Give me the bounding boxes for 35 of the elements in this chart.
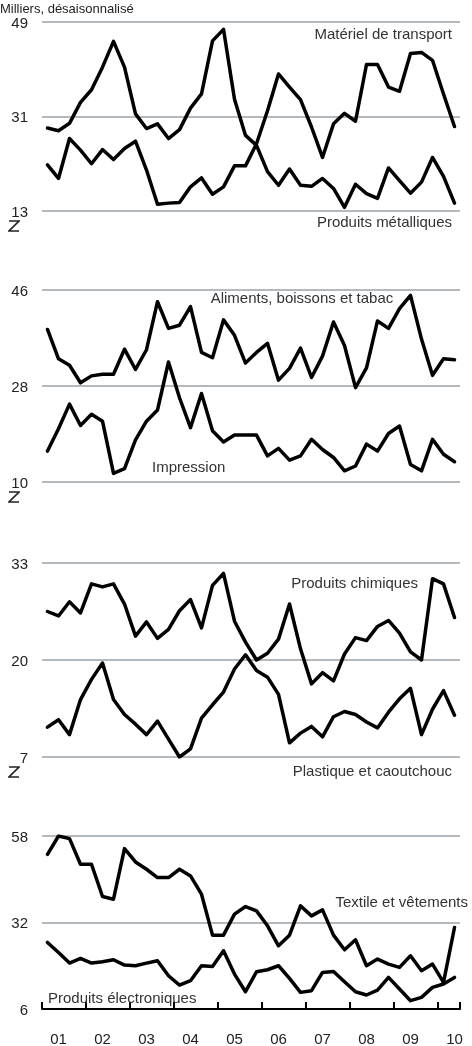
x-tick-label: 03 [138, 1030, 155, 1046]
x-tick-label: 06 [270, 1030, 287, 1046]
x-tick-label: 01 [50, 1030, 67, 1046]
series-label: Produits métalliques [316, 213, 453, 230]
y-tick-label: 33 [11, 554, 28, 572]
y-tick-label: 28 [11, 377, 28, 395]
y-tick-label: 20 [11, 651, 28, 669]
y-axis-title: Milliers, désaisonnalisé [0, 1, 134, 16]
series-label: Aliments, boissons et tabac [210, 289, 394, 306]
y-tick-label: 46 [11, 281, 28, 299]
series-label: Matériel de transport [314, 25, 453, 42]
x-tick-label: 05 [226, 1030, 243, 1046]
x-tick-label: 07 [314, 1030, 331, 1046]
y-tick-label: 58 [11, 827, 28, 845]
series-label: Produits électroniques [48, 989, 197, 1006]
y-tick-label: 32 [11, 914, 28, 931]
line-series [45, 293, 457, 390]
series-label: Textile et vêtements [335, 893, 468, 910]
series-label: Produits chimiques [291, 574, 419, 591]
x-tick-label: 02 [94, 1030, 111, 1046]
x-tick-label: 09 [402, 1030, 419, 1046]
x-tick-label: 04 [182, 1030, 199, 1046]
line-series [45, 360, 457, 476]
y-tick-label: 10 [11, 473, 28, 491]
x-tick-label: 08 [358, 1030, 375, 1046]
line-series [45, 571, 457, 686]
y-tick-label: 6 [19, 1000, 28, 1018]
series-label: Plastique et caoutchouc [292, 762, 453, 779]
y-tick-label: 7 [19, 748, 28, 766]
series-label: Impression [152, 458, 226, 475]
y-tick-label: 13 [11, 202, 28, 220]
y-tick-label: 31 [11, 108, 28, 125]
y-tick-label: 49 [11, 13, 28, 31]
x-tick-label: 10 [446, 1030, 463, 1046]
line-series [45, 653, 457, 759]
